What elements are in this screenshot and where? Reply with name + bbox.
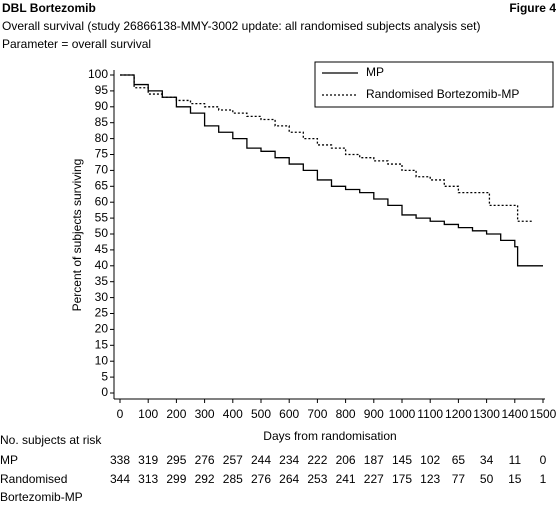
y-tick-label: 60 <box>95 194 109 208</box>
risk-count: 77 <box>452 472 466 486</box>
risk-count: 292 <box>195 472 215 486</box>
risk-count: 319 <box>138 453 158 467</box>
risk-count: 234 <box>279 453 299 467</box>
risk-count: 102 <box>420 453 440 467</box>
x-tick-label: 400 <box>223 407 243 421</box>
chart-title: Overall survival (study 26866138-MMY-300… <box>2 19 480 33</box>
y-tick-label: 95 <box>95 83 109 97</box>
y-tick-label: 65 <box>95 178 109 192</box>
risk-count: 15 <box>508 472 522 486</box>
risk-row-label: MP <box>0 453 18 467</box>
x-tick-label: 900 <box>364 407 384 421</box>
y-tick-label: 55 <box>95 210 109 224</box>
risk-count: 299 <box>166 472 186 486</box>
y-tick-label: 20 <box>95 322 109 336</box>
x-tick-label: 1500 <box>530 407 557 421</box>
risk-count: 1 <box>540 472 547 486</box>
x-tick-label: 1100 <box>417 407 443 421</box>
x-tick-label: 800 <box>336 407 356 421</box>
y-tick-label: 75 <box>95 147 109 161</box>
y-axis-label: Percent of subjects surviving <box>70 159 84 312</box>
y-tick-label: 90 <box>95 99 109 113</box>
risk-row-label: Bortezomib-MP <box>0 490 83 504</box>
legend-label: Randomised Bortezomib-MP <box>366 87 519 101</box>
risk-count: 313 <box>138 472 158 486</box>
survival-line <box>120 74 532 222</box>
risk-count: 187 <box>364 453 384 467</box>
y-tick-label: 80 <box>95 131 109 145</box>
header-left: DBL Bortezomib <box>2 1 96 15</box>
y-tick-label: 85 <box>95 115 109 129</box>
risk-count: 276 <box>251 472 271 486</box>
risk-count: 285 <box>223 472 243 486</box>
legend-box <box>314 61 554 108</box>
x-tick-label: 200 <box>166 407 186 421</box>
x-tick-label: 0 <box>117 407 124 421</box>
y-tick-label: 15 <box>95 337 109 351</box>
risk-count: 244 <box>251 453 271 467</box>
risk-count: 50 <box>480 472 494 486</box>
risk-count: 257 <box>223 453 243 467</box>
risk-count: 227 <box>364 472 384 486</box>
x-tick-label: 300 <box>195 407 215 421</box>
risk-count: 222 <box>307 453 327 467</box>
risk-count: 295 <box>166 453 186 467</box>
x-tick-label: 1200 <box>445 407 472 421</box>
y-tick-label: 25 <box>95 306 109 320</box>
chart-subtitle: Parameter = overall survival <box>2 37 151 51</box>
risk-count: 241 <box>336 472 356 486</box>
x-axis-label: Days from randomisation <box>263 429 396 443</box>
risk-table-title: No. subjects at risk <box>0 433 102 447</box>
risk-count: 206 <box>336 453 356 467</box>
x-tick-label: 100 <box>138 407 158 421</box>
risk-count: 65 <box>452 453 466 467</box>
legend-label: MP <box>366 65 384 79</box>
survival-line <box>120 74 543 267</box>
y-tick-label: 45 <box>95 242 109 256</box>
x-tick-label: 500 <box>251 407 271 421</box>
y-tick-label: 35 <box>95 274 109 288</box>
y-tick-label: 0 <box>101 385 108 399</box>
y-tick-label: 100 <box>88 67 108 81</box>
risk-count: 0 <box>540 453 547 467</box>
y-tick-label: 50 <box>95 226 109 240</box>
risk-row-label: Randomised <box>0 472 67 486</box>
y-tick-label: 5 <box>101 369 108 383</box>
header-right: Figure 4 <box>509 1 556 15</box>
x-tick-label: 1000 <box>389 407 416 421</box>
risk-count: 34 <box>480 453 494 467</box>
y-tick-label: 30 <box>95 290 109 304</box>
x-tick-label: 1400 <box>501 407 528 421</box>
x-tick-label: 700 <box>307 407 327 421</box>
risk-count: 253 <box>307 472 327 486</box>
risk-count: 344 <box>110 472 130 486</box>
y-tick-label: 10 <box>95 353 109 367</box>
x-tick-label: 600 <box>279 407 299 421</box>
y-tick-label: 70 <box>95 163 109 177</box>
risk-count: 145 <box>392 453 412 467</box>
y-tick-label: 40 <box>95 258 109 272</box>
x-tick-label: 1300 <box>473 407 500 421</box>
risk-count: 276 <box>195 453 215 467</box>
risk-count: 264 <box>279 472 299 486</box>
risk-count: 175 <box>392 472 412 486</box>
risk-count: 11 <box>509 453 522 467</box>
risk-count: 338 <box>110 453 130 467</box>
risk-count: 123 <box>420 472 440 486</box>
